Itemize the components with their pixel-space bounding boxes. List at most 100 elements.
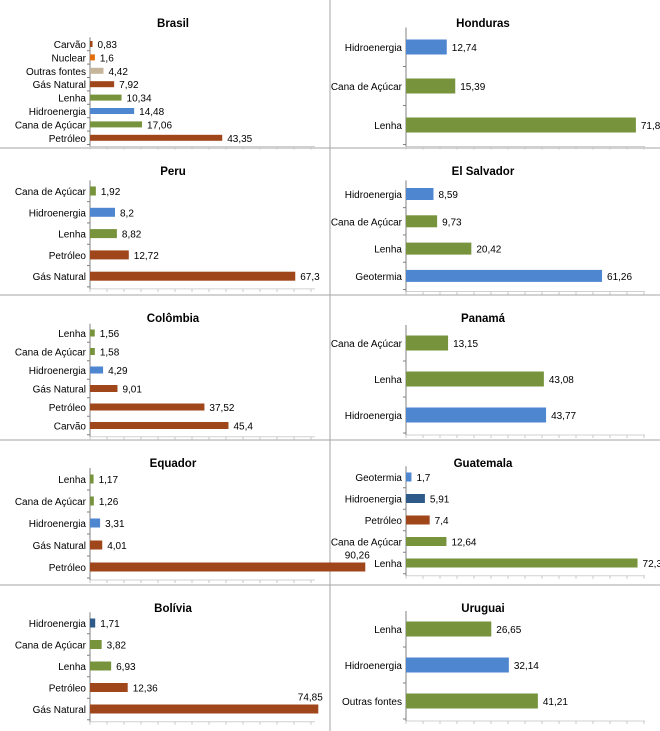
data-label: 61,26 <box>607 272 632 283</box>
category-label: Outras fontes <box>342 697 402 708</box>
chart-panel-panama: Panamá Cana de Açúcar 13,15 Lenha 43,08 Hidro… <box>331 313 645 438</box>
category-label: Petróleo <box>49 684 87 695</box>
data-label: 43,08 <box>549 375 574 386</box>
category-label: Petróleo <box>49 134 87 145</box>
data-label: 5,91 <box>430 495 450 506</box>
chart-panel-bolivia: Bolívia Hidroenergia 1,71 Cana de Açúcar 3,8… <box>15 603 323 725</box>
bar <box>406 537 447 546</box>
bar <box>406 269 603 282</box>
data-label: 41,21 <box>543 697 568 708</box>
category-label: Gás Natural <box>33 272 86 283</box>
bar <box>90 640 102 649</box>
data-label: 20,42 <box>476 245 501 256</box>
data-label: 67,3 <box>300 272 320 283</box>
chart-panel-equador: Equador Lenha 1,17 Cana de Açúcar 1,26 Hidroe… <box>15 458 370 583</box>
category-label: Lenha <box>374 245 402 256</box>
data-label: 1,58 <box>100 348 120 359</box>
chart-title: Guatemala <box>454 458 513 470</box>
data-label: 13,15 <box>453 339 478 350</box>
bar <box>90 67 104 74</box>
bar <box>90 348 95 355</box>
bar <box>406 621 492 637</box>
bar <box>90 81 115 88</box>
bar <box>406 407 547 423</box>
chart-title: Brasil <box>157 18 189 30</box>
bar <box>406 515 430 525</box>
bar <box>90 121 143 128</box>
bar <box>90 704 319 714</box>
bar <box>90 329 95 337</box>
data-label: 12,74 <box>452 43 477 54</box>
category-label: Gás Natural <box>33 541 86 552</box>
data-label: 74,85 <box>298 693 323 704</box>
data-label: 8,2 <box>120 208 134 219</box>
bar <box>90 403 205 411</box>
data-label: 10,34 <box>127 94 152 105</box>
data-label: 43,77 <box>551 411 576 422</box>
category-label: Geotermia <box>355 473 402 484</box>
category-label: Cana de Açúcar <box>331 82 403 93</box>
data-label: 1,92 <box>101 187 121 198</box>
data-label: 0,83 <box>98 40 118 51</box>
data-label: 8,82 <box>122 230 142 241</box>
bar <box>406 215 438 228</box>
bar <box>90 562 366 572</box>
bar <box>90 207 116 217</box>
category-label: Lenha <box>58 230 86 241</box>
data-label: 14,48 <box>139 107 164 118</box>
data-label: 17,06 <box>147 120 172 131</box>
category-label: Lenha <box>374 121 402 132</box>
category-label: Cana de Açúcar <box>15 348 87 359</box>
data-label: 12,36 <box>133 684 158 695</box>
data-label: 7,92 <box>119 80 139 91</box>
category-label: Geotermia <box>355 272 402 283</box>
data-label: 1,71 <box>100 619 120 630</box>
chart-title: Equador <box>150 458 197 470</box>
category-label: Cana de Açúcar <box>331 217 403 228</box>
data-label: 1,17 <box>99 475 119 486</box>
chart-title: Colômbia <box>147 313 200 325</box>
category-label: Petróleo <box>49 403 87 414</box>
bar <box>90 54 95 61</box>
category-label: Lenha <box>58 662 86 673</box>
chart-panel-brasil: Brasil Carvão 0,83 Nuclear 1,6 Outras fontes 4… <box>15 18 315 150</box>
bar <box>90 94 122 101</box>
bar <box>90 366 104 374</box>
data-label: 15,39 <box>460 82 485 93</box>
bar <box>90 41 93 47</box>
bar <box>90 518 101 528</box>
bar <box>90 618 96 628</box>
data-label: 7,4 <box>435 516 449 527</box>
category-label: Hidroenergia <box>345 495 403 506</box>
data-label: 12,64 <box>451 538 476 549</box>
data-label: 32,14 <box>514 661 539 672</box>
category-label: Lenha <box>58 94 86 105</box>
bar <box>90 186 96 196</box>
chart-panel-peru: Peru Cana de Açúcar 1,92 Hidroenergia 8,2 Len… <box>15 166 320 292</box>
category-label: Cana de Açúcar <box>15 187 87 198</box>
bar <box>406 558 638 568</box>
data-label: 8,59 <box>438 190 458 201</box>
category-label: Hidroenergia <box>29 519 87 530</box>
bar <box>90 250 129 260</box>
bar <box>90 540 103 550</box>
chart-title: Peru <box>160 166 186 178</box>
data-label: 26,65 <box>496 625 521 636</box>
category-label: Hidroenergia <box>345 411 403 422</box>
data-label: 71,84 <box>641 121 660 132</box>
bar <box>90 229 117 239</box>
bar <box>90 474 94 484</box>
data-label: 12,72 <box>134 251 159 262</box>
bar <box>90 422 229 429</box>
chart-panel-colombia: Colômbia Lenha 1,56 Cana de Açúcar 1,58 Hidro… <box>15 313 315 440</box>
data-label: 3,31 <box>105 519 125 530</box>
bar <box>406 188 434 200</box>
bar <box>406 242 472 255</box>
bar <box>90 108 135 114</box>
bar <box>90 683 128 692</box>
category-label: Hidroenergia <box>345 190 403 201</box>
bar <box>90 496 94 506</box>
category-label: Lenha <box>374 625 402 636</box>
